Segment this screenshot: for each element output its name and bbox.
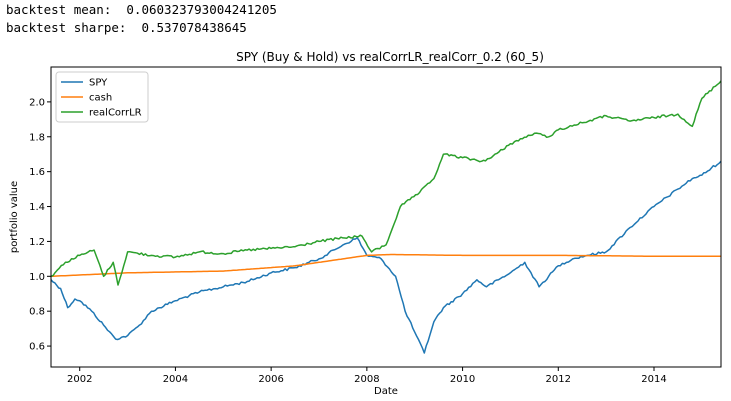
x-tick-label: 2006: [258, 374, 283, 385]
series-line-cash: [50, 253, 721, 278]
y-tick-label: 0.8: [29, 307, 45, 318]
series-line-SPY: [50, 160, 722, 354]
x-tick-label: 2004: [163, 374, 188, 385]
x-axis: 2002 2004 2006 2008 2010 2012 2014: [67, 367, 667, 385]
y-tick-label: 1.6: [29, 167, 45, 178]
series-line-realCorrLR: [50, 80, 722, 286]
x-axis-label: Date: [374, 386, 398, 397]
x-tick-label: 2012: [546, 374, 571, 385]
legend-label-realCorrLR: realCorrLR: [89, 108, 142, 119]
legend-label-SPY: SPY: [89, 78, 108, 89]
x-tick-label: 2014: [641, 374, 666, 385]
x-tick-label: 2008: [354, 374, 379, 385]
y-tick-label: 2.0: [29, 97, 45, 108]
y-tick-label: 1.0: [29, 272, 45, 283]
plot-frame: [50, 66, 722, 368]
chart-title: SPY (Buy & Hold) vs realCorrLR_realCorr_…: [236, 50, 544, 64]
y-tick-label: 0.6: [29, 342, 45, 353]
legend-box: [55, 71, 149, 123]
y-tick-label: 1.4: [29, 202, 45, 213]
y-tick-label: 1.8: [29, 132, 45, 143]
y-axis-label: portfolio value: [9, 181, 20, 253]
legend-label-cash: cash: [89, 93, 112, 104]
legend: SPY cash realCorrLR: [55, 71, 149, 123]
y-axis: 0.6 0.8 1.0 1.2 1.4 1.6 1.8 2.0: [29, 97, 51, 353]
y-tick-label: 1.2: [29, 237, 45, 248]
backtest-sharpe-output: backtest sharpe: 0.537078438645: [6, 20, 247, 35]
series-layer: [50, 80, 722, 354]
x-tick-label: 2002: [67, 374, 92, 385]
backtest-mean-output: backtest mean: 0.060323793004241205: [6, 2, 277, 17]
x-tick-label: 2010: [450, 374, 475, 385]
